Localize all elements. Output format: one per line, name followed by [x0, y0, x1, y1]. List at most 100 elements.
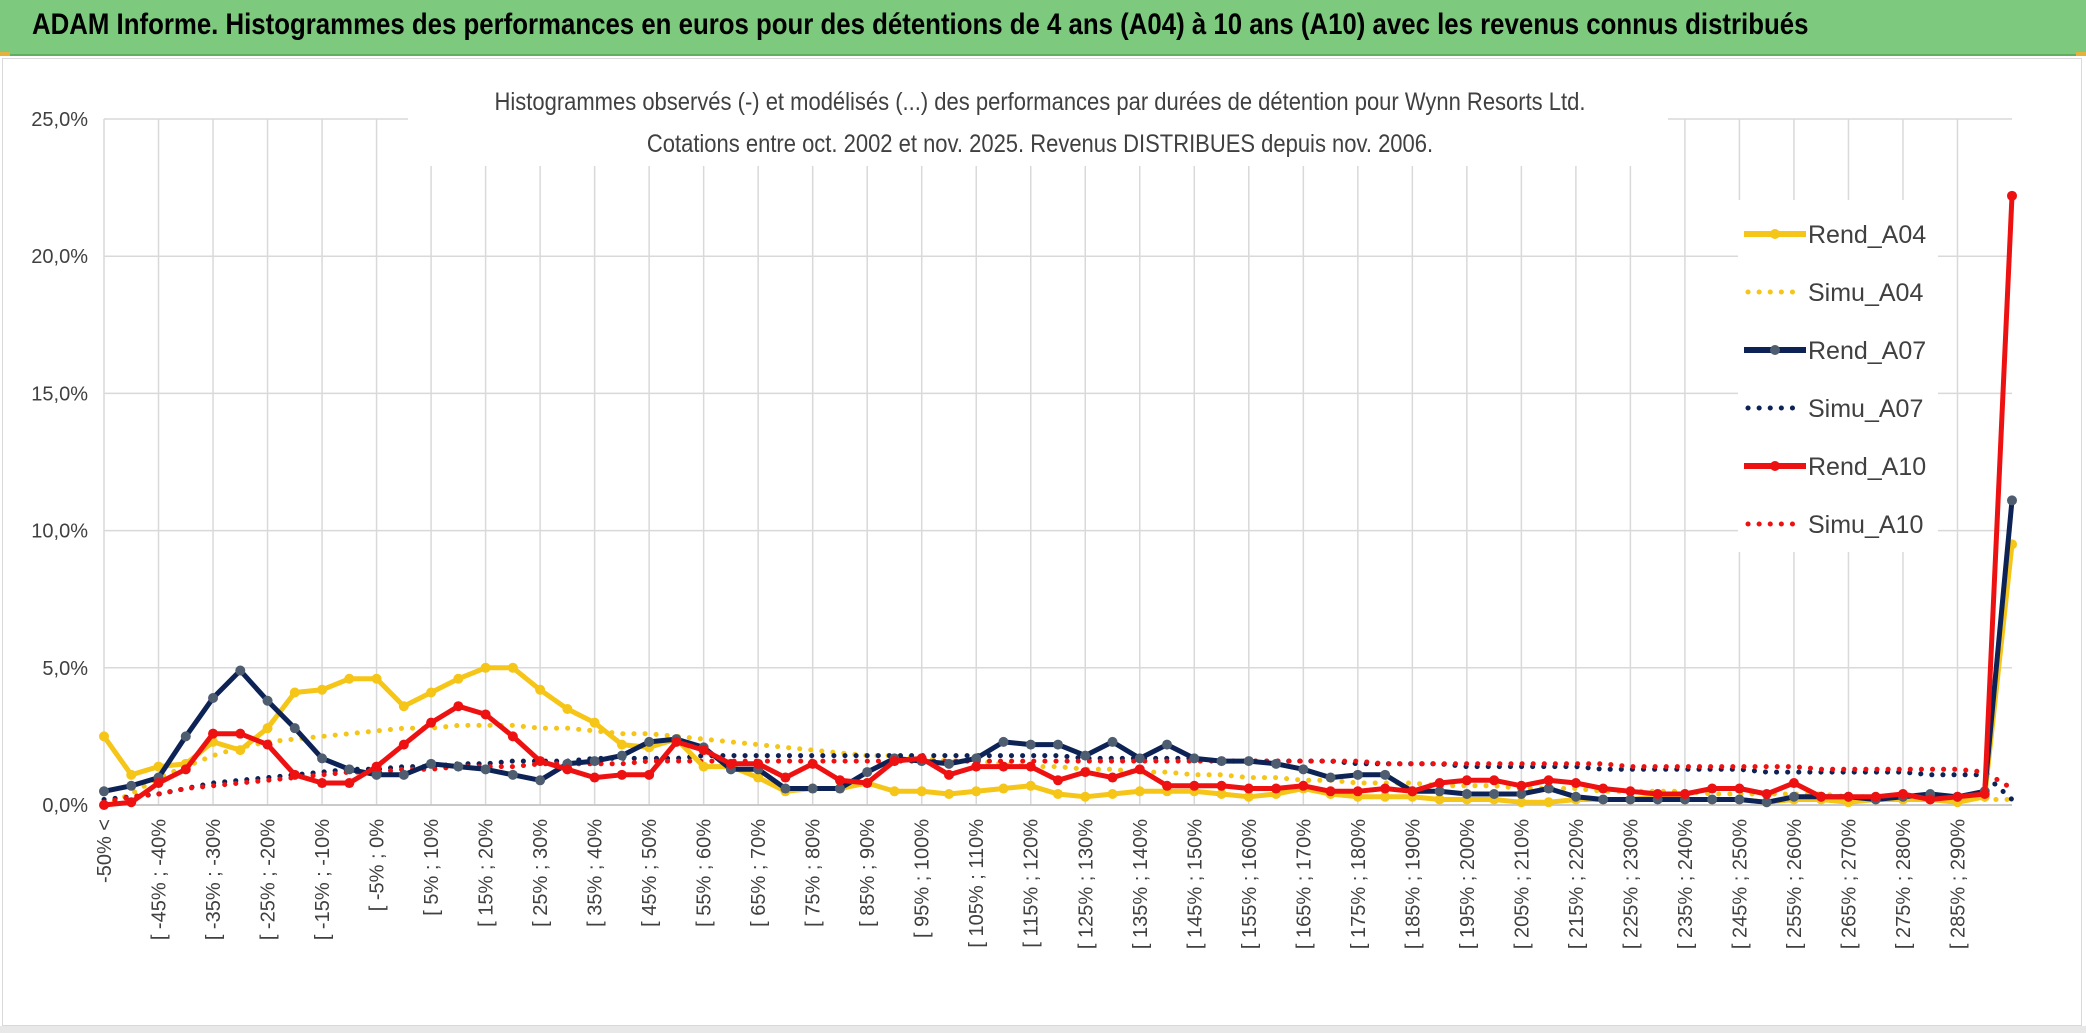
x-axis: -50% < [ -45% ; -40% [ -35% ; -30% [ -25% ;…: [94, 804, 2012, 949]
series-line-Rend_A10: [103, 195, 2015, 808]
data-point-Rend_A10: [1134, 764, 1145, 775]
x-tick-label: [ 245% ; 250%: [1729, 819, 1751, 949]
data-point-Rend_A04: [535, 684, 546, 695]
data-point-Rend_A10: [480, 709, 491, 720]
data-point-Rend_A04: [126, 769, 137, 780]
data-point-Rend_A10: [426, 717, 437, 728]
data-point-Rend_A04: [344, 673, 355, 684]
data-point-Rend_A04: [889, 786, 900, 797]
data-point-Rend_A10: [344, 778, 355, 789]
data-point-Rend_A10: [371, 761, 382, 772]
y-tick-label: 25,0%: [31, 109, 88, 131]
grid-layer: [103, 118, 2012, 806]
data-point-Rend_A04: [453, 673, 464, 684]
data-point-Rend_A04: [507, 662, 518, 673]
legend-label: Simu_A07: [1808, 395, 1923, 423]
data-point-Rend_A10: [1652, 789, 1663, 800]
data-point-Rend_A07: [1134, 753, 1145, 764]
data-point-Rend_A07: [862, 767, 873, 778]
x-tick-label: [ 65% ; 70%: [748, 819, 770, 927]
data-point-Rend_A04: [1516, 797, 1527, 808]
data-point-Rend_A10: [1407, 786, 1418, 797]
data-point-Rend_A07: [99, 786, 109, 797]
data-point-Rend_A10: [1271, 783, 1282, 794]
data-point-Rend_A07: [1298, 764, 1309, 775]
x-tick-label: [ 45% ; 50%: [639, 819, 661, 927]
data-point-Rend_A10: [453, 701, 464, 712]
data-point-Rend_A04: [398, 701, 409, 712]
data-point-Rend_A07: [235, 665, 246, 676]
bottom-bar: [0, 1026, 2086, 1033]
series-line-Rend_A04: [101, 544, 2015, 805]
data-point-Rend_A10: [1080, 767, 1091, 778]
data-point-Rend_A04: [698, 761, 709, 772]
data-point-Rend_A10: [317, 778, 328, 789]
data-point-Rend_A04: [1080, 791, 1091, 802]
data-point-Rend_A07: [1352, 769, 1363, 780]
chart-subtitle: Cotations entre oct. 2002 et nov. 2025. …: [647, 130, 1433, 158]
data-point-Rend_A10: [616, 769, 627, 780]
legend-marker: [1770, 229, 1780, 239]
header-bar: ADAM Informe. Histogrammes des performan…: [0, 0, 2086, 56]
data-point-Rend_A04: [262, 723, 273, 734]
x-tick-label: [ 5% ; 10%: [421, 819, 443, 916]
chart-frame: [2, 58, 2082, 1026]
x-tick-label: [ 125% ; 130%: [1075, 819, 1097, 949]
data-point-Rend_A04: [99, 731, 109, 742]
data-point-Rend_A10: [971, 761, 982, 772]
x-tick-label: [ 195% ; 200%: [1457, 819, 1479, 949]
data-point-Rend_A04: [1107, 789, 1118, 800]
legend-marker: [1770, 345, 1780, 355]
data-point-Rend_A10: [535, 756, 546, 767]
data-point-Rend_A04: [1543, 797, 1554, 808]
data-point-Rend_A10: [998, 761, 1009, 772]
x-tick-label: [ 105% ; 110%: [966, 819, 988, 948]
data-point-Rend_A07: [1543, 783, 1554, 794]
data-point-Rend_A10: [1434, 778, 1445, 789]
data-point-Rend_A10: [1162, 780, 1173, 791]
data-point-Rend_A10: [153, 778, 164, 789]
data-point-Rend_A10: [1816, 791, 1827, 802]
legend-label: Rend_A04: [1808, 221, 1926, 249]
data-point-Rend_A10: [398, 739, 409, 750]
data-point-Rend_A10: [507, 731, 518, 742]
data-point-Rend_A07: [1707, 794, 1718, 805]
data-point-Rend_A10: [1189, 780, 1200, 791]
y-tick-label: 15,0%: [31, 383, 88, 405]
data-point-Rend_A10: [1516, 780, 1527, 791]
data-point-Rend_A07: [1053, 739, 1063, 750]
data-point-Rend_A04: [916, 786, 927, 797]
data-point-Rend_A04: [943, 789, 954, 800]
data-point-Rend_A10: [180, 764, 191, 775]
data-point-Rend_A04: [1434, 794, 1445, 805]
data-point-Rend_A04: [289, 687, 300, 698]
data-point-Rend_A07: [289, 723, 300, 734]
data-point-Rend_A07: [507, 769, 518, 780]
title-background: [408, 78, 1668, 166]
data-point-Rend_A10: [289, 769, 300, 780]
data-point-Rend_A04: [371, 673, 382, 684]
data-point-Rend_A07: [126, 780, 137, 791]
data-point-Rend_A10: [262, 739, 273, 750]
x-tick-label: [ 135% ; 140%: [1130, 819, 1152, 949]
data-point-Rend_A10: [698, 745, 709, 756]
data-point-Rend_A10: [589, 772, 600, 783]
x-tick-label: [ 205% ; 210%: [1511, 819, 1533, 949]
data-point-Rend_A07: [535, 775, 546, 786]
data-point-Rend_A10: [1897, 789, 1908, 800]
y-tick-label: 5,0%: [42, 658, 88, 680]
data-point-Rend_A07: [480, 764, 491, 775]
data-point-Rend_A07: [344, 764, 355, 775]
y-axis: 0,0% 5,0% 10,0% 15,0% 20,0% 25,0%: [31, 109, 88, 817]
data-point-Rend_A04: [1380, 791, 1391, 802]
data-point-Rend_A07: [1080, 750, 1091, 761]
data-point-Rend_A07: [589, 756, 600, 767]
data-point-Rend_A10: [1107, 772, 1118, 783]
x-tick-label: [ -35% ; -30%: [203, 819, 225, 940]
data-point-Rend_A07: [616, 750, 627, 761]
data-point-Rend_A10: [862, 778, 873, 789]
data-point-Rend_A04: [616, 739, 627, 750]
data-point-Rend_A04: [971, 786, 982, 797]
data-point-Rend_A10: [1625, 786, 1636, 797]
data-point-Rend_A10: [780, 772, 791, 783]
